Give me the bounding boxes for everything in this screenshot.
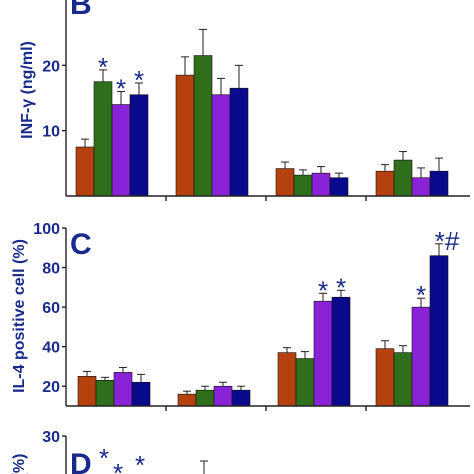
panel-c-bar [411,306,431,407]
panel-c-significance-marker: * [416,280,426,310]
panel-d-significance-marker: * [113,458,123,474]
panel-d-significance-marker: * [99,443,109,473]
panel-b-bar [175,74,195,197]
panel-c-y-tick-label: 20 [42,379,60,396]
panel-c-y-tick-label: 100 [33,221,60,238]
panel-c-bar [213,385,233,407]
panel-b-inf-gamma-chart: B INF-γ (ng/ml) 10 20 * * * [19,0,470,201]
panel-b-y-tick-label: 20 [42,58,60,75]
panel-c-y-tick-label: 80 [42,261,60,278]
panel-b-bar [411,177,431,197]
panel-b-significance-marker: * [116,73,126,103]
panel-c-y-tick-label: 40 [42,340,60,357]
panel-c-bar [77,376,97,407]
panel-d-chart: D (%) 30 * * * [11,429,208,474]
panel-b-bar [393,159,413,197]
panel-c-y-axis-label: IL-4 positive cell (%) [11,239,28,393]
panel-c-bar [131,381,151,407]
panel-b-bar [375,170,395,197]
panel-b-bar [275,168,295,197]
panel-b-bar [229,87,249,197]
panel-b-y-tick-label: 10 [42,124,60,141]
panel-d-label: D [70,448,92,474]
panel-d-significance-marker: * [135,450,145,474]
panel-b-bar [311,172,331,197]
panel-c-bar [375,348,395,407]
panel-b-significance-marker: * [98,52,108,82]
panel-b-y-axis-label: INF-γ (ng/ml) [19,41,36,139]
panel-c-bar [95,379,115,407]
panel-b-label: B [70,0,92,21]
panel-c-bar [231,389,251,407]
panel-c-significance-marker: * [336,272,346,302]
panel-c-bar [277,352,297,407]
panel-b-significance-marker: * [134,65,144,95]
panel-c-bar [331,296,351,407]
panel-c-il4-chart: C IL-4 positive cell (%) 20 40 60 80 100 * * *… [11,221,470,411]
panel-b-bar [193,55,213,197]
panel-b-bar [293,174,313,197]
panel-b-bar [75,146,95,197]
panel-c-label: C [70,228,92,261]
panel-c-significance-marker: *# [435,226,460,256]
panel-c-bar [393,352,413,407]
panel-d-y-tick-label: 30 [42,429,60,446]
panel-c-significance-marker: * [318,275,328,305]
panel-b-bar [111,104,131,197]
panel-c-y-tick-label: 60 [42,300,60,317]
panel-c-bar [313,300,333,407]
panel-b-bar [129,94,149,197]
panel-c-bar [195,389,215,407]
panel-c-bar [113,372,133,407]
panel-b-bar [329,177,349,197]
panel-c-bar [429,255,449,407]
panel-b-bar [93,81,113,197]
panel-b-bar [429,170,449,197]
panel-d-y-axis-label: (%) [11,454,28,474]
panel-c-bar [177,393,197,407]
panel-b-bar [211,94,231,197]
panel-c-bar [295,358,315,407]
